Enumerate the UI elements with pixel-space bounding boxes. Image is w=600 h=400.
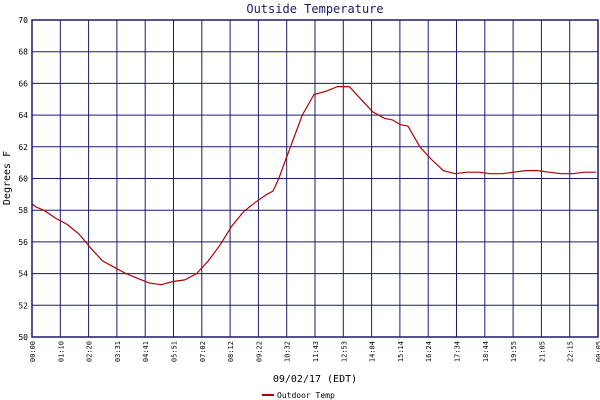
y-tick-label: 68 (18, 48, 28, 57)
x-tick-label: 00:00 (29, 341, 37, 362)
grid-lines (31, 19, 599, 338)
y-tick-label: 66 (18, 79, 28, 88)
chart-title: Outside Temperature (246, 2, 383, 16)
y-tick-label: 58 (18, 206, 28, 215)
legend-label: Outdoor Temp (277, 391, 335, 400)
x-tick-label: 14:04 (369, 341, 377, 362)
x-tick-label: 10:32 (284, 341, 292, 362)
x-tick-label: 04:41 (142, 341, 150, 362)
y-tick-label: 62 (18, 143, 28, 152)
x-tick-label: 21:05 (538, 341, 546, 362)
x-tick-label: 16:24 (425, 341, 433, 362)
x-tick-label: 09:22 (255, 341, 263, 362)
y-tick-label: 60 (18, 175, 28, 184)
x-axis-label: 09/02/17 (EDT) (273, 374, 357, 385)
x-tick-label: 18:44 (482, 341, 490, 362)
y-tick-label: 52 (18, 301, 28, 310)
x-tick-label: 07:02 (199, 341, 207, 362)
y-tick-label: 56 (18, 238, 28, 247)
y-tick-label: 50 (18, 333, 28, 342)
x-tick-label: 02:20 (86, 341, 94, 362)
x-tick-label: 00:05 (595, 341, 600, 362)
x-tick-labels: 00:00 01:10 02:20 03:31 04:41 05:51 07:02 08:12… (29, 341, 600, 362)
y-tick-label: 70 (18, 16, 28, 25)
x-tick-label: 01:10 (57, 341, 65, 362)
plot-frame (31, 19, 599, 338)
legend: Outdoor Temp (262, 391, 335, 400)
x-tick-label: 12:53 (340, 341, 348, 362)
x-tick-label: 05:51 (171, 341, 179, 362)
x-tick-label: 17:34 (454, 341, 462, 362)
x-tick-label: 03:31 (114, 341, 122, 362)
y-axis-label: Degrees F (2, 151, 13, 205)
x-tick-label: 15:14 (397, 341, 405, 362)
x-tick-label: 22:15 (567, 341, 575, 362)
x-tick-label: 08:12 (227, 341, 235, 362)
y-tick-labels: 50 52 54 56 58 60 62 64 66 68 70 (18, 16, 28, 342)
y-tick-label: 64 (18, 111, 28, 120)
outdoor-temp-line (31, 85, 596, 286)
x-tick-label: 11:43 (312, 341, 320, 362)
x-tick-label: 19:55 (510, 341, 518, 362)
y-tick-label: 54 (18, 270, 28, 279)
